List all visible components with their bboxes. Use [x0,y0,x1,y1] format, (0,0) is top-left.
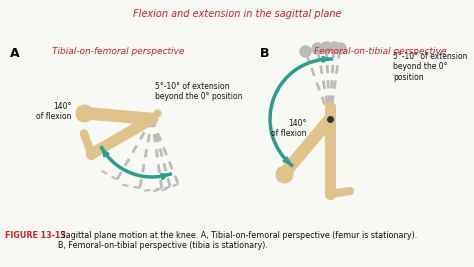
Text: 5°-10° of extension
beyond the 0°
position: 5°-10° of extension beyond the 0° positi… [393,52,467,82]
Text: FIGURE 13-13.: FIGURE 13-13. [5,231,69,240]
Text: A: A [10,47,19,60]
Text: Flexion and extension in the sagittal plane: Flexion and extension in the sagittal pl… [133,9,341,19]
Text: Femoral-on-tibial perspective: Femoral-on-tibial perspective [314,47,446,56]
Text: Sagittal plane motion at the knee. A, Tibial-on-femoral perspective (femur is st: Sagittal plane motion at the knee. A, Ti… [58,231,417,250]
Text: B: B [260,47,270,60]
Text: 5°-10° of extension
beyond the 0° position: 5°-10° of extension beyond the 0° positi… [155,82,243,101]
Text: 140°
of flexion: 140° of flexion [36,102,72,121]
Text: 140°
of flexion: 140° of flexion [272,119,307,138]
Text: Tibial-on-femoral perspective: Tibial-on-femoral perspective [52,47,184,56]
